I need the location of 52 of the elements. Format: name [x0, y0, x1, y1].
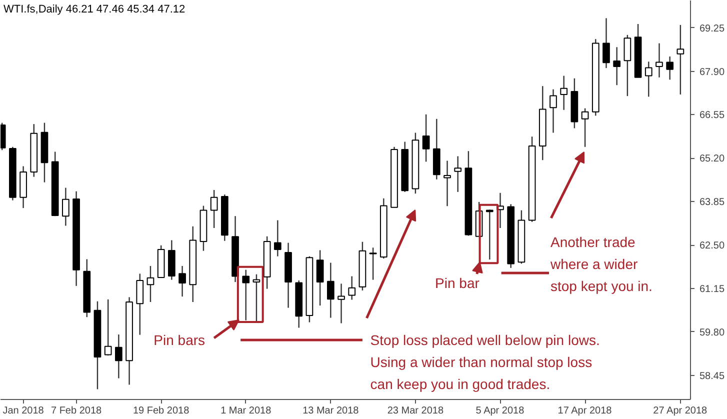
candlestick: [560, 75, 568, 111]
candlestick: [656, 42, 663, 78]
x-tick-label: Jan 2018: [2, 406, 44, 416]
candlestick: [316, 250, 324, 306]
candlestick: [550, 88, 557, 134]
candlestick: [136, 273, 144, 336]
annotation: Another trade where a wider stop kept you in.: [549, 234, 652, 294]
candlestick: [444, 160, 451, 207]
candlestick: [62, 187, 70, 226]
annotation: Stop loss placed well below pin lows. Using a wider than normal stop loss can keep you in good trades.: [370, 332, 600, 392]
candlestick: [676, 24, 684, 96]
annotation: Pin bar: [435, 275, 480, 292]
candlestick: [242, 269, 250, 321]
annotation: Pin bars: [154, 332, 206, 348]
candlestick: [146, 265, 154, 303]
chart-title: WTI.fs,Daily 46.21 47.46 45.34 47.12: [4, 4, 186, 16]
x-tick-label: 27 Apr 2018: [653, 406, 708, 416]
candlestick: [581, 108, 589, 148]
candlestick: [178, 265, 186, 298]
candlestick: [613, 46, 621, 86]
x-tick-label: 23 Mar 2018: [387, 406, 444, 416]
candlestick: [486, 209, 494, 260]
candlestick: [326, 262, 334, 318]
candlestick: [252, 274, 260, 323]
candlestick: [338, 283, 345, 324]
candlestick: [666, 56, 674, 80]
candlestick: [644, 61, 652, 98]
x-tick-label: 5 Apr 2018: [476, 406, 525, 416]
x-tick-label: 17 Apr 2018: [558, 406, 612, 416]
y-tick-label: 67.90: [700, 66, 725, 78]
candlestick: [348, 276, 356, 300]
y-tick-label: 65.20: [700, 154, 725, 165]
candlestick: [274, 220, 282, 257]
y-tick-label: 69.25: [700, 23, 725, 34]
x-tick-label: 1 Mar 2018: [220, 406, 272, 416]
x-tick-label: 19 Feb 2018: [132, 406, 190, 416]
candlestick: [454, 156, 462, 193]
candlestick: [369, 247, 377, 280]
x-tick-label: 13 Mar 2018: [302, 406, 360, 416]
candlestick: [422, 114, 430, 162]
y-tick-label: 61.15: [700, 284, 725, 295]
candlestick: [602, 18, 610, 69]
y-tick-label: 59.80: [700, 327, 725, 338]
y-tick-label: 58.45: [700, 370, 725, 382]
y-tick-label: 62.50: [700, 240, 725, 252]
candlestick: [115, 334, 122, 379]
candlestick: [624, 34, 632, 97]
y-tick-label: 66.55: [700, 110, 725, 122]
candlestick: [104, 298, 112, 356]
x-tick-label: 7 Feb 2018: [50, 406, 102, 416]
candlestick: [210, 189, 218, 229]
y-tick-label: 63.85: [700, 197, 725, 208]
